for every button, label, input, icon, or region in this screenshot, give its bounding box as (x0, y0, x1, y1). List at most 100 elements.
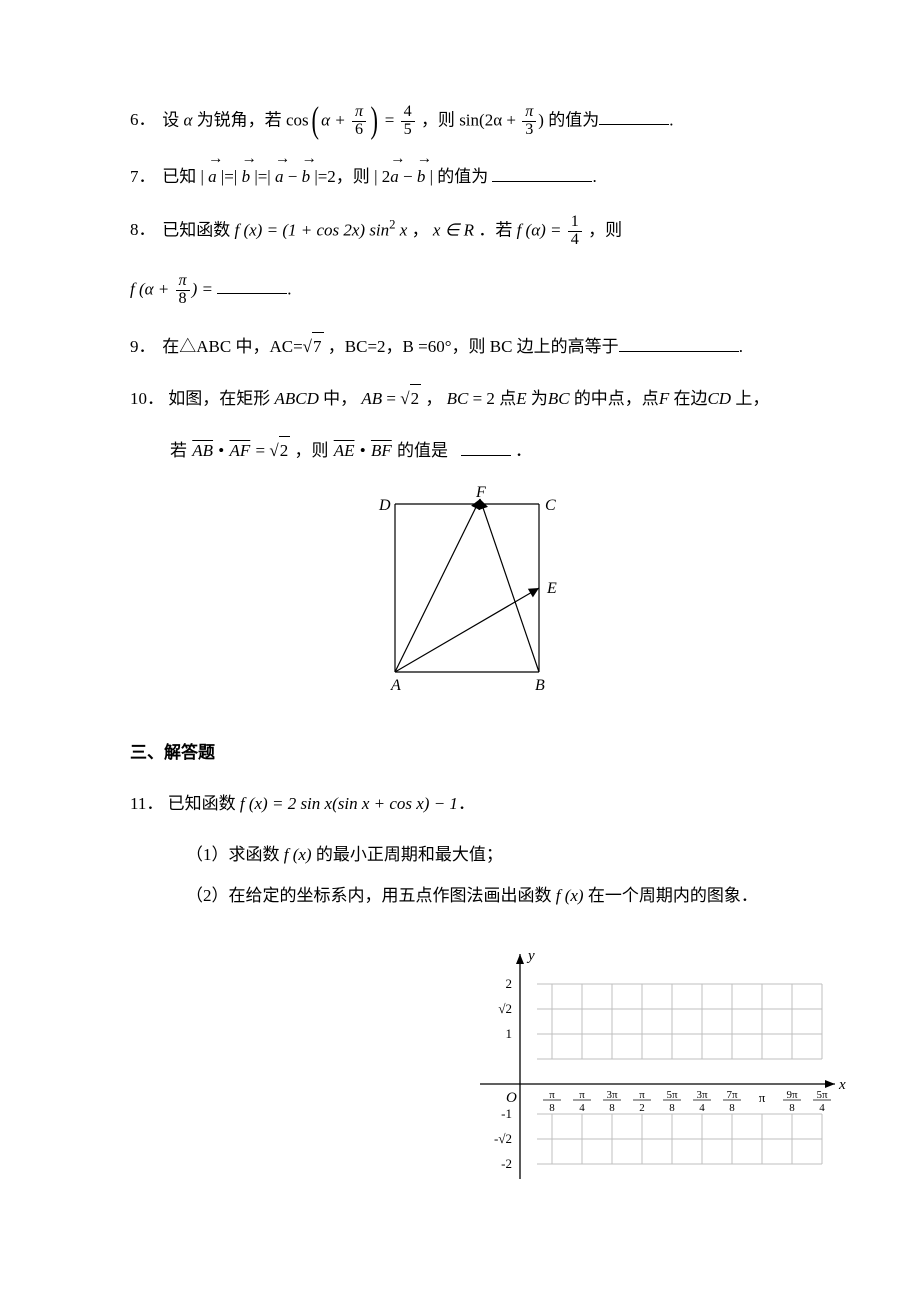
svg-text:7π: 7π (726, 1089, 738, 1101)
q6-eq: = (385, 110, 395, 129)
svg-text:2: 2 (639, 1102, 645, 1114)
vector-b-icon: →b (242, 163, 251, 190)
q9-lead: 在△ABC 中，AC= (162, 337, 302, 356)
vector-ae-icon: AE (333, 437, 356, 464)
svg-text:√2: √2 (498, 1001, 512, 1016)
q8-blank (217, 276, 287, 295)
svg-text:π: π (639, 1089, 645, 1101)
rectangle-diagram-icon: A B C D E F (375, 484, 575, 694)
q8-lead: 已知函数 (162, 220, 230, 239)
paren-right-icon: ) (371, 106, 378, 136)
q8-fa: f (α) = (517, 220, 562, 239)
svg-text:O: O (506, 1090, 517, 1106)
q8-then: ，则 (588, 220, 622, 239)
q8-l2-lhs: f (α + (130, 279, 169, 298)
svg-text:1: 1 (506, 1026, 513, 1041)
svg-text:D: D (378, 497, 391, 514)
q6-tail: 的值为 (548, 110, 599, 129)
svg-text:C: C (545, 497, 556, 514)
vector-ab-icon: AB (191, 437, 214, 464)
q10-blank (461, 438, 511, 457)
q11-label: 11． (130, 790, 163, 817)
q8-if: ．若 (478, 220, 512, 239)
q7-mid: =2，则 (318, 167, 370, 186)
svg-text:E: E (546, 580, 557, 597)
q9-blank (619, 333, 739, 352)
q7-blank (492, 163, 592, 182)
question-10: 10． 如图，在矩形 ABCD 中， AB = 2 ， BC = 2 点E 为B… (130, 384, 820, 412)
vector-a-icon: →a (208, 163, 217, 190)
vector-b-icon: →b (302, 163, 311, 190)
svg-text:4: 4 (579, 1102, 585, 1114)
question-10-line2: 若 AB • AF = 2 ，则 AE • BF 的值是 ． (130, 436, 820, 464)
svg-text:8: 8 (789, 1102, 795, 1114)
svg-text:5π: 5π (816, 1089, 828, 1101)
q6-lead: 设 (162, 110, 179, 129)
q8-frac-pi8: π8 (176, 273, 190, 308)
svg-text:4: 4 (699, 1102, 705, 1114)
question-7: 7． 已知 | →a |=| →b |=| →a − →b |=2，则 | 2→… (130, 163, 820, 190)
q8-label: 8． (130, 216, 158, 243)
question-8-line2: f (α + π8) = . (130, 273, 820, 308)
svg-text:y: y (526, 948, 535, 964)
q7-label: 7． (130, 163, 158, 190)
sqrt-icon: 2 (400, 384, 421, 412)
question-11: 11． 已知函数 f (x) = 2 sin x(sin x + cos x) … (130, 790, 820, 817)
question-11-p1: （1）求函数 f (x) 的最小正周期和最大值； (130, 841, 820, 868)
svg-text:4: 4 (819, 1102, 825, 1114)
svg-text:-2: -2 (501, 1156, 512, 1171)
q11-lead: 已知函数 (168, 794, 236, 813)
svg-text:3π: 3π (606, 1089, 618, 1101)
q9-mid: ，BC=2，B =60°，则 BC 边上的高等于 (328, 337, 619, 356)
svg-text:A: A (390, 677, 401, 694)
svg-text:x: x (838, 1077, 846, 1093)
q6-period: . (669, 110, 673, 129)
q7-lead: 已知 (162, 167, 196, 186)
q10-label: 10． (130, 385, 164, 412)
question-6: 6． 设 α 为锐角，若 cos(α + π6) = 45 ，则 sin(2α … (130, 104, 820, 139)
vector-a-icon: →a (275, 163, 284, 190)
svg-text:F: F (475, 484, 486, 501)
svg-text:8: 8 (549, 1102, 555, 1114)
svg-text:8: 8 (669, 1102, 675, 1114)
q6-var: α (184, 110, 193, 129)
svg-text:3π: 3π (696, 1089, 708, 1101)
q8-xr: x ∈ R (433, 220, 474, 239)
question-8: 8． 已知函数 f (x) = (1 + cos 2x) sin2 x ， x … (130, 214, 820, 249)
q10-figure: A B C D E F (130, 484, 820, 702)
q11-plot: 2√21-1-√2-2Oxyπ8π43π8π25π83π47π8π9π85π4 (480, 939, 820, 1207)
vector-af-icon: AF (228, 437, 251, 464)
sqrt-icon: 2 (269, 436, 290, 464)
q8-fx: f (x) = (1 + cos 2x) sin (235, 220, 390, 239)
svg-text:-1: -1 (501, 1106, 512, 1121)
q8-frac-14: 14 (568, 214, 582, 249)
question-11-p2: （2）在给定的坐标系内，用五点作图法画出函数 f (x) 在一个周期内的图象． (130, 882, 820, 909)
svg-text:-√2: -√2 (494, 1131, 512, 1146)
vector-a-icon: →a (390, 163, 399, 190)
q6-label: 6． (130, 106, 158, 133)
q6-frac-pi3: π3 (522, 104, 536, 139)
q10-lead: 如图，在矩形 (168, 389, 270, 408)
svg-text:9π: 9π (786, 1089, 798, 1101)
q6-blank (599, 107, 669, 126)
svg-text:B: B (535, 677, 545, 694)
svg-text:π: π (759, 1090, 766, 1105)
q6-lead2: 为锐角，若 (197, 110, 282, 129)
q6-expr2-fn: sin(2α + (459, 110, 516, 129)
svg-text:8: 8 (729, 1102, 735, 1114)
q6-inside-a: α + (321, 110, 346, 129)
q6-comma: ，则 (421, 110, 455, 129)
q7-tail: | 的值为 (430, 167, 489, 186)
q6-fn: cos (286, 110, 309, 129)
vector-bf-icon: BF (370, 437, 393, 464)
q9-label: 9． (130, 333, 158, 360)
sqrt-icon: 7 (303, 332, 324, 360)
q6-frac-45: 45 (401, 104, 415, 139)
svg-text:π: π (579, 1089, 585, 1101)
svg-text:π: π (549, 1089, 555, 1101)
paren-left-icon: ( (311, 106, 318, 136)
vector-b-icon: →b (417, 163, 426, 190)
svg-text:5π: 5π (666, 1089, 678, 1101)
coordinate-grid-icon: 2√21-1-√2-2Oxyπ8π43π8π25π83π47π8π9π85π4 (480, 939, 850, 1199)
q10-tail: 的值是 (397, 441, 448, 460)
